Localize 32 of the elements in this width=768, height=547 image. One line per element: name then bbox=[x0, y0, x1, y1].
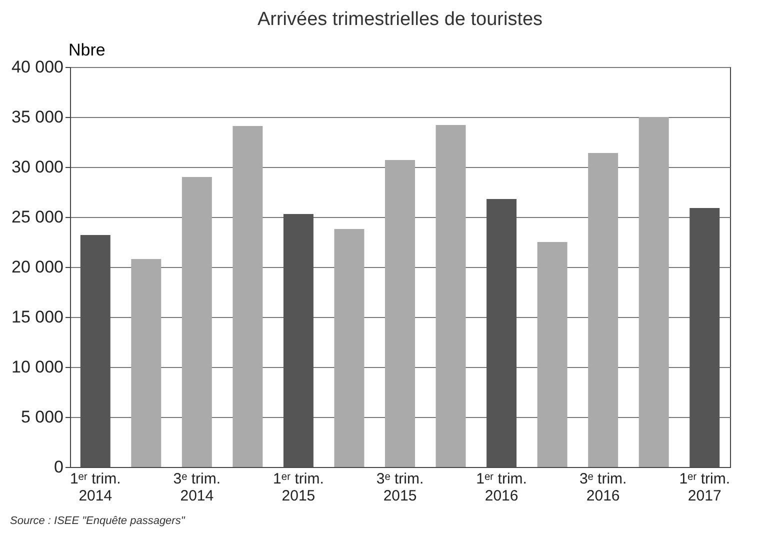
bar bbox=[638, 117, 669, 467]
bar bbox=[80, 235, 110, 467]
x-tick-label: 1ᵉʳ trim. 2016 bbox=[476, 470, 527, 504]
x-tick-label: 3ᵉ trim. 2014 bbox=[173, 470, 221, 504]
x-tick-label: 3ᵉ trim. 2015 bbox=[376, 470, 424, 504]
y-axis-title: Nbre bbox=[68, 40, 106, 60]
bar bbox=[486, 199, 517, 467]
bar bbox=[690, 208, 720, 467]
bar bbox=[588, 153, 618, 467]
source-note: Source : ISEE "Enquête passagers" bbox=[10, 515, 186, 527]
x-tick-label: 3ᵉ trim. 2016 bbox=[579, 470, 627, 504]
y-tick-label: 10 000 bbox=[12, 358, 64, 376]
y-tick-label: 35 000 bbox=[12, 108, 64, 126]
x-tick-label: 1ᵉʳ trim. 2015 bbox=[273, 470, 324, 504]
bar bbox=[436, 125, 466, 467]
y-tick-label: 25 000 bbox=[12, 208, 64, 226]
bar bbox=[537, 242, 568, 467]
y-tick-label: 40 000 bbox=[12, 58, 64, 76]
y-tick-label: 30 000 bbox=[12, 158, 64, 176]
y-tick-label: 0 bbox=[54, 458, 64, 476]
bar bbox=[283, 214, 314, 467]
y-tick-label: 15 000 bbox=[12, 308, 64, 326]
bar bbox=[131, 259, 162, 467]
y-tick-label: 5 000 bbox=[20, 408, 64, 426]
x-tick-label: 1ᵉʳ trim. 2017 bbox=[679, 470, 730, 504]
chart-title: Arrivées trimestrielles de touristes bbox=[257, 9, 543, 30]
bar bbox=[334, 229, 364, 467]
bar bbox=[232, 126, 263, 467]
x-tick-label: 1ᵉʳ trim. 2014 bbox=[70, 470, 121, 504]
bar bbox=[385, 160, 415, 467]
y-tick-label: 20 000 bbox=[12, 258, 64, 276]
bar bbox=[182, 177, 212, 467]
